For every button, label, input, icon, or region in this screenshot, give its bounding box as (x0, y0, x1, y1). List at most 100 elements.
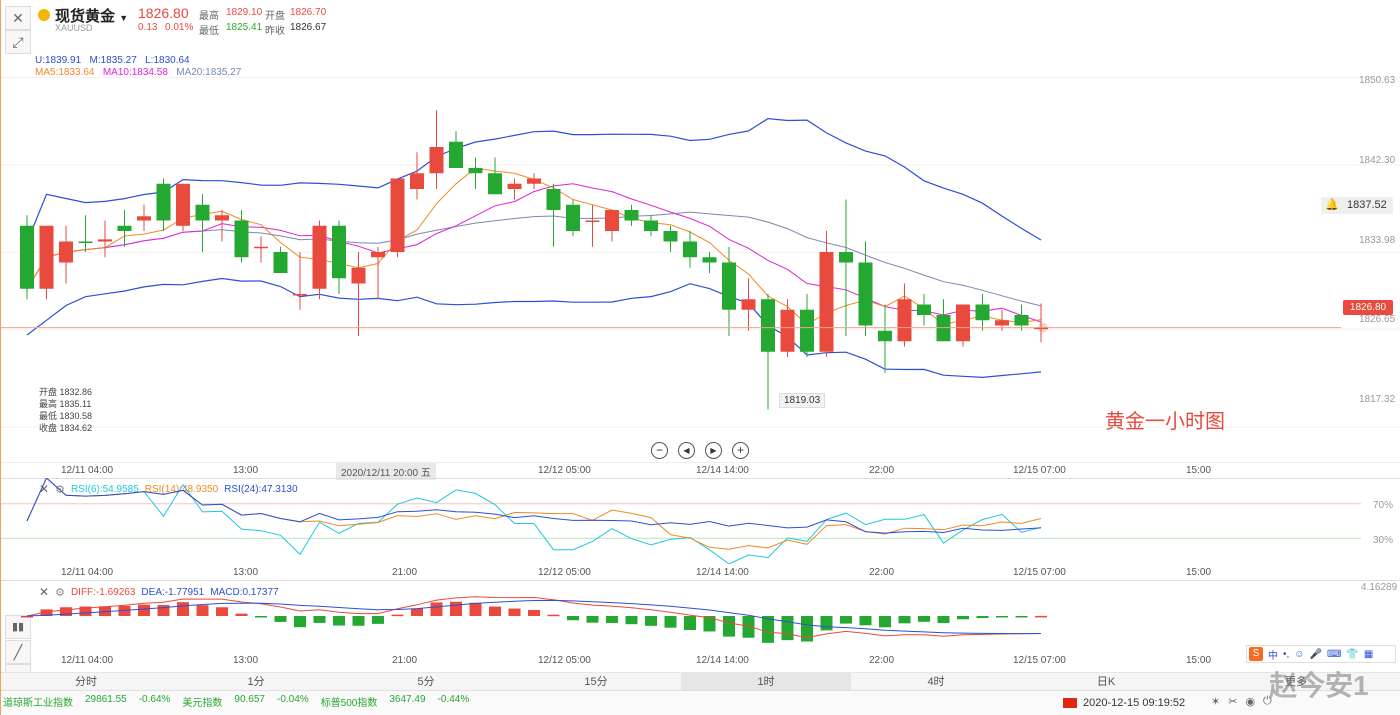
line-tool-icon[interactable]: ╱ (5, 640, 31, 664)
macd-histogram-bar (528, 609, 540, 616)
time-label: 12/12 05:00 (538, 465, 591, 476)
tab-5min[interactable]: 5分 (417, 676, 435, 688)
macd-diff-line (26, 596, 1042, 639)
ma5-value: MA5:1833.64 (35, 67, 95, 78)
macd-histogram-bar (469, 602, 482, 616)
time-label: 12/15 07:00 (1013, 655, 1066, 666)
candle-body (644, 220, 658, 231)
candle-body (975, 304, 990, 321)
boll-upper: U:1839.91 (35, 55, 82, 66)
keyboard-icon: ⌨ (1326, 648, 1342, 660)
zoom-controls: − ◀ ▶ + (651, 442, 749, 459)
macd-histogram-bar (684, 616, 696, 631)
macd-histogram-bar (489, 606, 501, 616)
candle-body (176, 183, 190, 226)
candle-body (624, 210, 639, 221)
macd-histogram-bar (255, 616, 267, 618)
macd-histogram-bar (79, 606, 92, 616)
macd-value: MACD:0.17377 (210, 586, 279, 598)
settings-icon[interactable]: ⚙ (55, 586, 65, 599)
macd-histogram-bar (879, 616, 891, 628)
tools-icon[interactable]: ✂ (1228, 696, 1238, 708)
camera-icon[interactable]: ◉ (1245, 696, 1256, 708)
time-label: 15:00 (1186, 655, 1212, 666)
macd-histogram-bar (918, 616, 930, 622)
close-icon[interactable]: ✕ (39, 482, 50, 496)
macd-histogram-bar (411, 608, 423, 616)
china-flag-icon (1063, 698, 1077, 708)
time-label: 12/15 07:00 (1013, 567, 1066, 578)
scroll-left-button[interactable]: ◀ (678, 442, 695, 459)
grid-icon: ▦ (1363, 648, 1374, 660)
zoom-out-button[interactable]: − (651, 442, 668, 459)
tab-more[interactable]: 更多 (1285, 676, 1307, 688)
close-icon[interactable]: ✕ (5, 6, 31, 30)
scroll-right-button[interactable]: ▶ (705, 442, 722, 459)
macd-histogram-bar (606, 616, 618, 624)
macd-histogram-bar (937, 616, 950, 624)
last-price: 1826.80 (138, 5, 189, 21)
rsi24-value: RSI(24):47.3130 (224, 483, 298, 495)
tab-daily[interactable]: 日K (1096, 676, 1116, 688)
macd-histogram-bar (801, 616, 813, 642)
ma20-value: MA20:1835.27 (176, 67, 242, 78)
prev-close-value: 1826.67 (290, 22, 327, 33)
low-label: 最低 (199, 26, 219, 37)
bell-icon: 🔔 (1325, 199, 1339, 211)
boll-upper-line (26, 117, 1042, 243)
time-label: 13:00 (233, 465, 259, 476)
time-label: 12/12 05:00 (538, 567, 591, 578)
candle-body (410, 173, 424, 189)
price-alert-tag[interactable]: 🔔 1837.52 (1321, 197, 1393, 214)
indicator-icon[interactable]: ▮▮ (5, 615, 31, 639)
power-icon[interactable]: ⏻ (1263, 695, 1272, 707)
boll-lower-line (26, 277, 1042, 379)
tab-1hour[interactable]: 1时 (681, 673, 851, 690)
close-icon[interactable]: ✕ (39, 585, 50, 599)
candle-body (546, 189, 561, 210)
candle-body (897, 299, 912, 342)
candle-body (449, 141, 463, 168)
macd-histogram-bar (664, 616, 677, 628)
candlestick-chart[interactable] (1, 42, 1400, 462)
tray-icons: ✶ ✂ ◉ ⏻ (1211, 695, 1272, 708)
time-label: 12/15 07:00 (1013, 465, 1066, 476)
tab-15min[interactable]: 15分 (584, 676, 608, 688)
fire-icon[interactable]: ✶ (1211, 696, 1221, 708)
tab-4hour[interactable]: 4时 (927, 676, 945, 688)
candle-body (780, 309, 795, 352)
time-label: 22:00 (869, 465, 895, 476)
timeframe-tabs: 分时 1分 5分 15分 1时 4时 日K 更多 (1, 672, 1400, 690)
draw-line-icon[interactable]: ⤢ (5, 30, 31, 54)
tab-1min[interactable]: 1分 (247, 676, 265, 688)
zoom-in-button[interactable]: + (732, 442, 749, 459)
candle-body (800, 309, 814, 352)
price-axis-tick: 1833.98 (1359, 235, 1396, 246)
macd-histogram-bar (333, 616, 345, 626)
price-change-pct: 0.01% (165, 22, 194, 33)
current-price-tag: 1826.80 (1343, 300, 1393, 315)
macd-histogram-bar (781, 616, 794, 641)
macd-histogram-bar (742, 616, 755, 638)
candle-body (1014, 315, 1029, 326)
macd-histogram-bar (586, 616, 599, 623)
ime-punct-icon: •, (1283, 648, 1290, 660)
candle-body (351, 267, 366, 284)
rsi-time-axis: 12/11 04:00 13:00 21:00 12/12 05:00 12/1… (1, 564, 1400, 580)
prev-close-label: 昨收 (265, 26, 285, 37)
candle-body (878, 330, 892, 342)
ime-toolbar[interactable]: S 中 •, ☺ 🎤 ⌨ 👕 ▦ (1246, 645, 1396, 663)
tab-fenshi[interactable]: 分时 (75, 676, 97, 688)
macd-histogram-bar (157, 605, 170, 616)
time-label: 21:00 (392, 655, 418, 666)
macd-histogram-bar (235, 613, 248, 616)
symbol-selector[interactable]: 现货黄金 ▼ (55, 5, 128, 26)
macd-histogram-bar (859, 616, 872, 626)
macd-histogram-bar (840, 616, 852, 624)
macd-axis-tick: 4.16289 (1361, 582, 1398, 593)
ohlc-low: 最低 1830.58 (39, 411, 93, 421)
alert-price: 1837.52 (1347, 199, 1387, 211)
boll-legend: U:1839.91 M:1835.27 L:1830.64 (35, 55, 190, 66)
candle-body (98, 239, 112, 242)
candle-body (195, 204, 210, 221)
